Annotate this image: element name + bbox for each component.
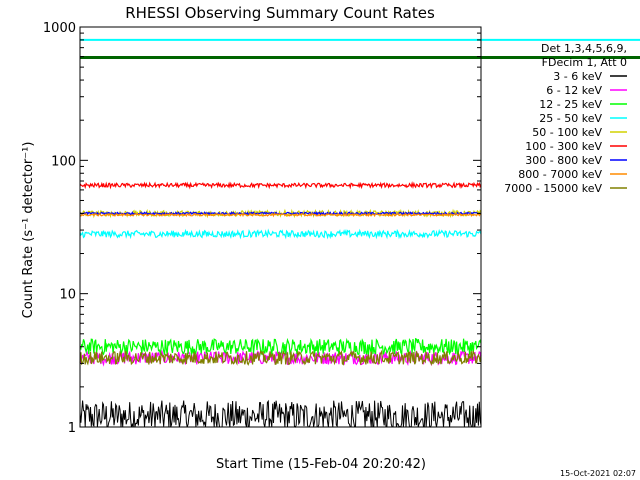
legend-label-0: 3 - 6 keV	[553, 70, 602, 83]
x-axis-label: Start Time (15-Feb-04 20:20:42)	[216, 457, 426, 472]
series-line-0	[79, 399, 482, 428]
legend-label-2: 12 - 25 keV	[539, 98, 602, 111]
y-tick-label-0: 1	[68, 421, 76, 436]
series-line-5	[79, 181, 482, 190]
y-tick-label-3: 1000	[43, 21, 76, 36]
plot-area: NRD0RD4F	[79, 27, 640, 428]
legend-label-1: 6 - 12 keV	[546, 84, 602, 97]
chart-title: RHESSI Observing Summary Count Rates	[125, 4, 435, 22]
legend-label-7: 800 - 7000 keV	[518, 168, 602, 181]
plot-frame	[79, 26, 482, 428]
axes: 20:3020:4521:0021:1521:3021:4522:0011010…	[43, 21, 481, 436]
legend: Det 1,3,4,5,6,9,FDecim 1, Att 03 - 6 keV…	[504, 42, 627, 195]
legend-label-5: 100 - 300 keV	[525, 140, 602, 153]
legend-label-8: 7000 - 15000 keV	[504, 182, 602, 195]
legend-header-0: Det 1,3,4,5,6,9,	[541, 42, 627, 55]
series-line-8	[79, 349, 482, 366]
timestamp: 15-Oct-2021 02:07	[560, 469, 636, 478]
series-line-3	[79, 228, 482, 240]
y-tick-label-2: 100	[51, 154, 76, 169]
legend-label-4: 50 - 100 keV	[532, 126, 602, 139]
legend-header-1: FDecim 1, Att 0	[542, 56, 627, 69]
y-axis-label: Count Rate (s⁻¹ detector⁻¹)	[21, 142, 36, 319]
legend-label-6: 300 - 800 keV	[525, 154, 602, 167]
series-line-7	[79, 212, 482, 218]
legend-label-3: 25 - 50 keV	[539, 112, 602, 125]
y-tick-label-1: 10	[59, 288, 76, 303]
